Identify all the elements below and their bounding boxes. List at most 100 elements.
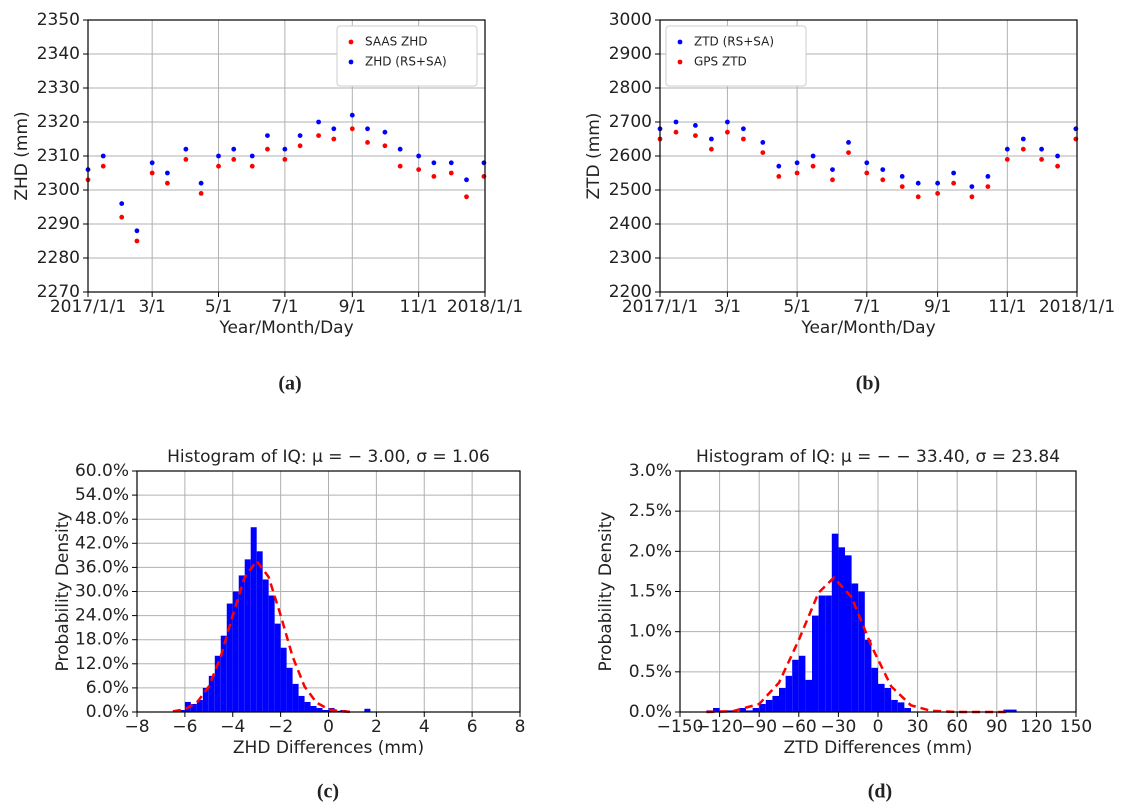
data-point <box>416 153 422 159</box>
data-point <box>316 133 321 139</box>
data-point <box>864 170 870 176</box>
x-tick-label: 8 <box>515 717 526 737</box>
y-tick-label: 30.0% <box>75 582 129 602</box>
y-tick-label: 0.0% <box>629 702 672 722</box>
data-point <box>846 150 851 156</box>
legend-marker <box>348 39 354 45</box>
y-tick-label: 0.0% <box>86 702 129 722</box>
data-point <box>365 140 370 145</box>
data-point <box>100 153 106 159</box>
x-tick-label: −4 <box>220 717 245 737</box>
data-point <box>709 146 714 152</box>
data-point <box>880 167 886 173</box>
data-point <box>464 194 469 200</box>
y-axis-label: ZHD (mm) <box>12 111 32 200</box>
data-point <box>349 112 355 118</box>
data-point <box>183 157 189 162</box>
y-tick-label: 2500 <box>609 180 652 200</box>
x-tick-label: −6 <box>172 717 197 737</box>
data-point <box>1004 146 1010 152</box>
data-point <box>134 238 140 244</box>
y-tick-label: 2310 <box>37 146 80 166</box>
x-tick-label: −120 <box>696 717 743 737</box>
data-point <box>231 146 237 152</box>
histogram-bar <box>798 655 806 712</box>
histogram-bar <box>220 635 227 712</box>
histogram-bar <box>316 707 323 712</box>
histogram-bar <box>746 710 753 712</box>
histogram-bar <box>812 615 819 712</box>
data-point <box>249 153 255 159</box>
data-point <box>397 163 403 169</box>
data-point <box>265 146 270 152</box>
y-tick-label: 2.5% <box>629 501 672 521</box>
data-point <box>693 123 698 128</box>
histogram-bar <box>262 579 269 712</box>
data-point <box>1055 153 1060 159</box>
data-point <box>119 201 125 207</box>
x-axis-label: ZTD Differences (mm) <box>784 738 973 758</box>
legend-label: ZHD (RS+SA) <box>365 55 447 69</box>
data-point <box>830 167 835 173</box>
data-point <box>915 180 921 186</box>
panel-label: (c) <box>317 781 339 803</box>
histogram-bar <box>244 559 251 712</box>
x-tick-label: 3/1 <box>138 297 165 317</box>
data-point <box>899 184 905 190</box>
data-point <box>776 163 782 169</box>
data-point <box>216 163 221 169</box>
histogram-bar <box>726 710 733 712</box>
x-tick-label: 5/1 <box>783 297 810 317</box>
x-tick-label: 120 <box>1020 717 1052 737</box>
histogram-bar <box>178 709 185 712</box>
data-point <box>864 160 870 166</box>
histogram-bar <box>805 679 812 712</box>
x-tick-label: −150 <box>657 717 704 737</box>
x-tick-label: 9/1 <box>924 297 951 317</box>
y-tick-label: 2900 <box>609 44 652 64</box>
histogram-bar <box>250 527 257 712</box>
legend-box <box>665 25 807 87</box>
y-tick-label: 2200 <box>609 282 652 302</box>
histogram-bar <box>364 708 371 712</box>
data-point <box>382 129 388 135</box>
data-point <box>1020 146 1026 152</box>
data-point <box>331 136 337 142</box>
y-tick-label: 3000 <box>609 10 652 30</box>
legend-label: GPS ZTD <box>694 55 747 69</box>
data-point <box>709 136 714 142</box>
data-point <box>282 146 288 152</box>
x-tick-label: 60 <box>946 717 968 737</box>
data-point <box>830 177 835 183</box>
x-tick-label: 5/1 <box>205 297 232 317</box>
y-tick-label: 18.0% <box>75 630 129 650</box>
data-point <box>431 160 437 166</box>
data-point <box>673 119 679 125</box>
y-tick-label: 2280 <box>37 248 80 268</box>
x-tick-label: 90 <box>986 717 1008 737</box>
data-point <box>673 129 679 135</box>
data-point <box>693 133 698 139</box>
x-axis-label: Year/Month/Day <box>218 318 353 338</box>
axes-frame <box>679 470 1077 713</box>
data-point <box>1055 163 1060 169</box>
data-point <box>794 170 800 176</box>
y-tick-label: 2400 <box>609 214 652 234</box>
x-tick-label: 30 <box>907 717 929 737</box>
legend-marker <box>348 59 354 65</box>
legend: ZTD (RS+SA) GPS ZTD <box>665 25 807 87</box>
histogram-bar <box>785 675 793 712</box>
y-tick-label: 54.0% <box>75 485 129 505</box>
data-point <box>951 180 957 186</box>
x-tick-label: 2 <box>371 717 382 737</box>
x-tick-label: 7/1 <box>271 297 298 317</box>
histogram-bar <box>286 667 293 712</box>
legend-box <box>336 25 478 87</box>
chart-title: Histogram of IQ: μ = − 3.00, σ = 1.06 <box>167 447 490 467</box>
panel: −8 −6 −4 −2 0 2 4 6 8 0.0% 6.0% 12.0% 18.0% 24.0% 30.0… <box>53 447 525 803</box>
y-tick-label: 2330 <box>37 78 80 98</box>
legend-marker <box>677 59 683 65</box>
y-tick-label: 2.0% <box>629 541 672 561</box>
data-point <box>810 163 816 169</box>
data-point <box>448 160 454 166</box>
